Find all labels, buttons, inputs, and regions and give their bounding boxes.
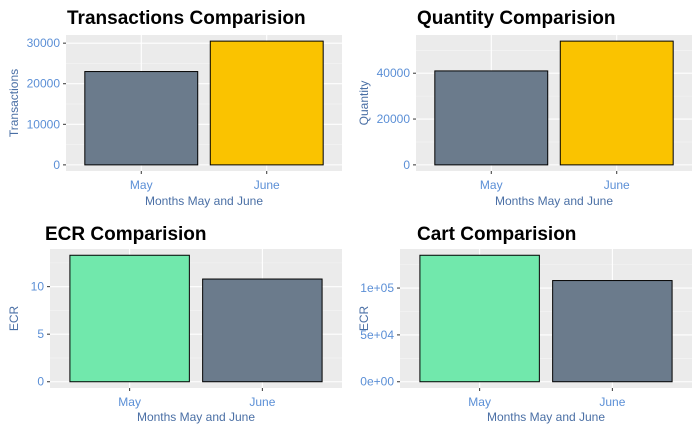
chart-panel-1: 0 10000 20000 30000 May June Transactions Comp… bbox=[7, 8, 342, 208]
x-tick-label: May bbox=[118, 395, 141, 409]
chart-panel-2: 0 20000 40000 May June Quantity Comparision Mo… bbox=[357, 8, 692, 208]
y-tick-label: 1e+05 bbox=[360, 281, 394, 295]
chart-panel-4: 0e+00 5e+04 1e+05 May June Cart Comparision Mo… bbox=[357, 224, 692, 424]
x-tick-label: May bbox=[130, 178, 153, 192]
x-tick-label: June bbox=[599, 395, 625, 409]
bar-june bbox=[552, 280, 673, 383]
y-tick-label: 0 bbox=[403, 158, 410, 172]
bar-may bbox=[434, 70, 549, 166]
bar-june bbox=[202, 278, 323, 383]
y-tick-label: 0 bbox=[37, 375, 44, 389]
bar-may bbox=[419, 254, 540, 383]
y-tick-label: 20000 bbox=[27, 77, 61, 91]
chart-title: Quantity Comparision bbox=[417, 8, 615, 29]
x-axis-title: Months May and June bbox=[137, 410, 255, 424]
bar-june bbox=[209, 40, 324, 166]
y-tick-label: 0e+00 bbox=[360, 375, 394, 389]
chart-title: Cart Comparision bbox=[417, 224, 576, 245]
chart-panel-3: 0 5 10 May June ECR Comparision Months May and… bbox=[7, 224, 342, 424]
x-axis-title: Months May and June bbox=[145, 194, 263, 208]
y-tick-label: 30000 bbox=[27, 36, 61, 50]
x-tick-label: June bbox=[254, 178, 280, 192]
x-tick-label: June bbox=[604, 178, 630, 192]
bar-may bbox=[84, 71, 199, 166]
y-tick-label: 0 bbox=[53, 158, 60, 172]
bar-may bbox=[69, 254, 190, 383]
x-axis-title: Months May and June bbox=[495, 194, 613, 208]
bar-june bbox=[559, 40, 674, 166]
y-tick-label: 10 bbox=[31, 280, 45, 294]
chart-title: ECR Comparision bbox=[45, 224, 207, 245]
chart-title: Transactions Comparision bbox=[67, 8, 306, 29]
y-tick-label: 10000 bbox=[27, 117, 61, 131]
y-tick-label: 5e+04 bbox=[360, 328, 394, 342]
y-axis-title: Transactions bbox=[7, 69, 21, 137]
x-tick-label: June bbox=[249, 395, 275, 409]
y-tick-label: 20000 bbox=[377, 112, 411, 126]
x-axis-title: Months May and June bbox=[487, 410, 605, 424]
y-axis-title: ECR bbox=[357, 306, 371, 332]
y-tick-label: 40000 bbox=[377, 66, 411, 80]
x-tick-label: May bbox=[480, 178, 503, 192]
x-tick-label: May bbox=[468, 395, 491, 409]
y-axis-title: ECR bbox=[7, 306, 21, 332]
y-tick-label: 5 bbox=[37, 327, 44, 341]
y-axis-title: Quantity bbox=[357, 81, 371, 126]
